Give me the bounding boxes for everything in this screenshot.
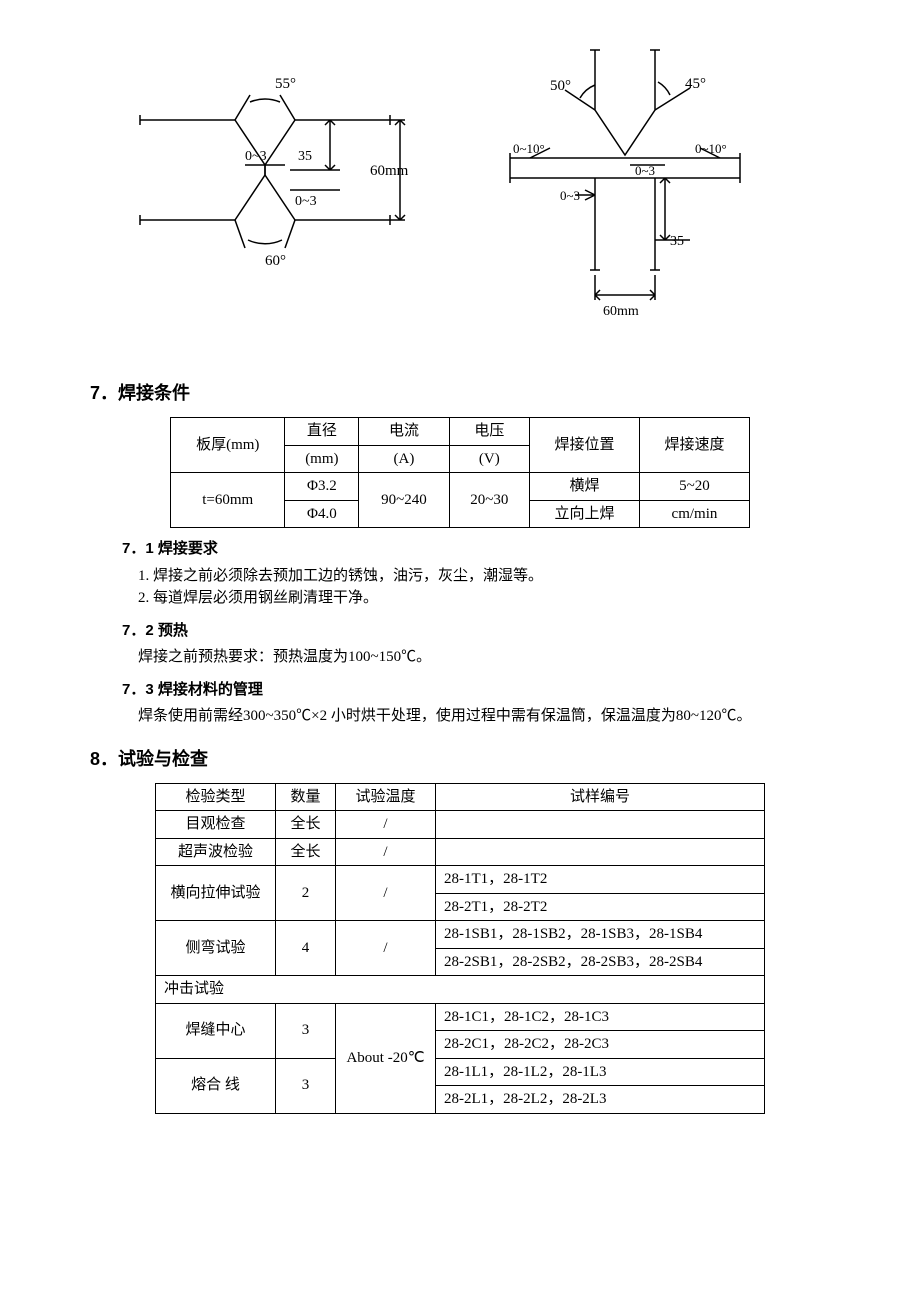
cell-tensile-qty: 2 — [276, 866, 336, 921]
th-current: 电流 — [359, 418, 449, 446]
label-0-10-right: 0~10° — [695, 141, 727, 156]
label-55deg: 55° — [275, 76, 296, 92]
cell-bend-temp: / — [336, 921, 436, 976]
th-type: 检验类型 — [156, 783, 276, 811]
th-diameter: 直径 — [285, 418, 359, 446]
cell-weldcenter-name: 焊缝中心 — [156, 1003, 276, 1058]
th-current-unit: (A) — [359, 445, 449, 473]
th-sample: 试样编号 — [436, 783, 765, 811]
cell-visual-name: 目观检查 — [156, 811, 276, 839]
cell-fusion-s1: 28-1L1，28-1L2，28-1L3 — [436, 1058, 765, 1086]
cell-dia1: Φ3.2 — [285, 473, 359, 501]
cell-dia2: Φ4.0 — [285, 500, 359, 528]
cell-speed2: cm/min — [639, 500, 749, 528]
s73-text: 焊条使用前需经300~350℃×2 小时烘干处理，使用过程中需有保温筒，保温温度… — [122, 705, 830, 728]
table-row: 检验类型 数量 试验温度 试样编号 — [156, 783, 765, 811]
label-35: 35 — [298, 149, 312, 164]
label-0-3-right: 0~3 — [635, 163, 655, 178]
table-row: 目观检查 全长 / — [156, 811, 765, 839]
cell-visual-temp: / — [336, 811, 436, 839]
cell-bend-s2: 28-2SB1，28-2SB2，28-2SB3，28-2SB4 — [436, 948, 765, 976]
table-row: t=60mm Φ3.2 90~240 20~30 横焊 5~20 — [171, 473, 750, 501]
th-position: 焊接位置 — [529, 418, 639, 473]
cell-impact-temp: About -20℃ — [336, 1003, 436, 1113]
cell-bend-name: 侧弯试验 — [156, 921, 276, 976]
cell-fusion-name: 熔合 线 — [156, 1058, 276, 1113]
section-7-heading: 7．焊接条件 — [90, 380, 830, 407]
diagram-right-tjoint: 50° 45° 0~10° 0~10° 0~3 0~3 35 60mm — [490, 40, 770, 340]
section-7-3-heading: 7．3 焊接材料的管理 — [122, 679, 830, 702]
s71-item2: 2. 每道焊层必须用钢丝刷清理干净。 — [122, 587, 830, 610]
cell-pos2: 立向上焊 — [529, 500, 639, 528]
label-60deg: 60° — [265, 253, 286, 269]
table-row: 横向拉伸试验 2 / 28-1T1，28-1T2 — [156, 866, 765, 894]
section-8-heading: 8．试验与检查 — [90, 746, 830, 773]
cell-ut-name: 超声波检验 — [156, 838, 276, 866]
cell-bend-qty: 4 — [276, 921, 336, 976]
cell-visual-sample — [436, 811, 765, 839]
th-diameter-unit: (mm) — [285, 445, 359, 473]
groove-diagrams: 55° 60° 0~3 35 0~3 60mm — [90, 40, 830, 340]
cell-speed1: 5~20 — [639, 473, 749, 501]
table-row: 板厚(mm) 直径 电流 电压 焊接位置 焊接速度 — [171, 418, 750, 446]
cell-pos1: 横焊 — [529, 473, 639, 501]
table-row: 焊缝中心 3 About -20℃ 28-1C1，28-1C2，28-1C3 — [156, 1003, 765, 1031]
cell-tensile-s1: 28-1T1，28-1T2 — [436, 866, 765, 894]
cell-fusion-s2: 28-2L1，28-2L2，28-2L3 — [436, 1086, 765, 1114]
label-0-3-left: 0~3 — [560, 188, 580, 203]
cell-weldcenter-s1: 28-1C1，28-1C2，28-1C3 — [436, 1003, 765, 1031]
cell-thickness: t=60mm — [171, 473, 285, 528]
cell-tensile-s2: 28-2T1，28-2T2 — [436, 893, 765, 921]
cell-voltage: 20~30 — [449, 473, 529, 528]
label-50deg: 50° — [550, 78, 571, 94]
label-gap-top: 0~3 — [245, 149, 267, 164]
table-row: 冲击试验 — [156, 976, 765, 1004]
cell-ut-sample — [436, 838, 765, 866]
cell-tensile-name: 横向拉伸试验 — [156, 866, 276, 921]
s71-item1: 1. 焊接之前必须除去预加工边的锈蚀，油污，灰尘，潮湿等。 — [122, 565, 830, 588]
th-thickness: 板厚(mm) — [171, 418, 285, 473]
s72-text: 焊接之前预热要求：预热温度为100~150℃。 — [122, 646, 830, 669]
label-45deg: 45° — [685, 76, 706, 92]
cell-fusion-qty: 3 — [276, 1058, 336, 1113]
cell-weldcenter-qty: 3 — [276, 1003, 336, 1058]
section-7-1-heading: 7．1 焊接要求 — [122, 538, 830, 561]
th-temp: 试验温度 — [336, 783, 436, 811]
label-60mm: 60mm — [370, 163, 409, 179]
label-0-10-left: 0~10° — [513, 141, 545, 156]
label-gap-bottom: 0~3 — [295, 194, 317, 209]
cell-current: 90~240 — [359, 473, 449, 528]
cell-weldcenter-s2: 28-2C1，28-2C2，28-2C3 — [436, 1031, 765, 1059]
welding-conditions-table: 板厚(mm) 直径 电流 电压 焊接位置 焊接速度 (mm) (A) (V) t… — [170, 417, 750, 528]
cell-ut-temp: / — [336, 838, 436, 866]
test-inspection-table: 检验类型 数量 试验温度 试样编号 目观检查 全长 / 超声波检验 全长 / 横… — [155, 783, 765, 1114]
label-60mm-right: 60mm — [603, 304, 639, 319]
th-qty: 数量 — [276, 783, 336, 811]
table-row: 熔合 线 3 28-1L1，28-1L2，28-1L3 — [156, 1058, 765, 1086]
cell-ut-qty: 全长 — [276, 838, 336, 866]
th-speed: 焊接速度 — [639, 418, 749, 473]
section-7-2-heading: 7．2 预热 — [122, 620, 830, 643]
cell-bend-s1: 28-1SB1，28-1SB2，28-1SB3，28-1SB4 — [436, 921, 765, 949]
cell-impact-header: 冲击试验 — [156, 976, 765, 1004]
label-35-right: 35 — [670, 234, 684, 249]
cell-visual-qty: 全长 — [276, 811, 336, 839]
th-voltage: 电压 — [449, 418, 529, 446]
diagram-left-double-v: 55° 60° 0~3 35 0~3 60mm — [130, 40, 430, 290]
cell-tensile-temp: / — [336, 866, 436, 921]
th-voltage-unit: (V) — [449, 445, 529, 473]
table-row: 超声波检验 全长 / — [156, 838, 765, 866]
table-row: 侧弯试验 4 / 28-1SB1，28-1SB2，28-1SB3，28-1SB4 — [156, 921, 765, 949]
